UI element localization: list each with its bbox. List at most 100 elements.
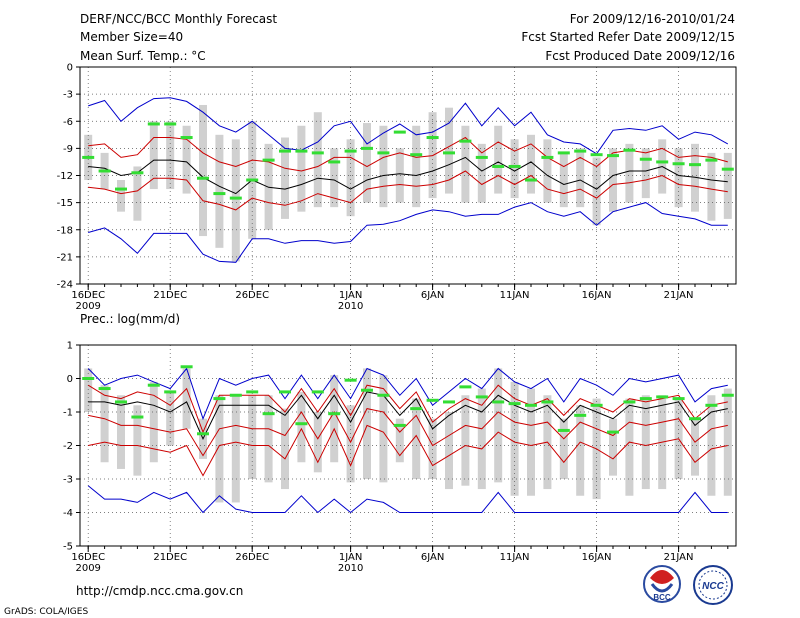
median-mark — [311, 390, 324, 394]
median-mark — [410, 407, 423, 411]
y-tick-label: -21 — [57, 252, 73, 263]
median-mark — [246, 178, 259, 182]
spread-bar — [691, 418, 699, 476]
median-mark — [82, 155, 95, 159]
spread-bar — [182, 125, 191, 194]
y-tick-label: -24 — [57, 280, 73, 291]
spread-bar — [707, 152, 716, 221]
median-mark — [115, 400, 127, 404]
median-mark — [492, 400, 505, 404]
median-mark — [541, 400, 554, 404]
spread-bar — [395, 418, 404, 463]
spread-bar — [215, 134, 224, 248]
x-tick-label: 21DEC — [153, 552, 187, 563]
y-tick-label: -18 — [57, 225, 73, 236]
median-mark — [328, 160, 341, 164]
median-mark — [656, 160, 669, 164]
spread-bar — [477, 143, 486, 203]
median-mark — [98, 169, 111, 173]
spread-bar — [641, 395, 650, 490]
spread-bar — [133, 166, 142, 221]
median-mark — [492, 164, 505, 168]
x-tick-label: 6JAN — [421, 290, 444, 301]
spread-bar — [510, 139, 519, 199]
spread-bar — [182, 368, 191, 429]
x-tick-label: 21JAN — [664, 552, 694, 563]
y-tick-label: -5 — [63, 542, 73, 553]
x-tick-label: 26DEC — [235, 552, 269, 563]
median-mark — [672, 397, 685, 401]
median-mark — [705, 158, 718, 162]
median-mark — [459, 139, 472, 143]
spread-bar — [313, 112, 322, 208]
upper-spread-line — [88, 136, 728, 172]
median-mark — [689, 417, 701, 421]
bcc-logo-icon: BCC — [643, 565, 681, 603]
median-mark — [262, 412, 275, 416]
median-mark — [246, 390, 259, 394]
median-mark — [98, 387, 111, 391]
spread-bar — [609, 418, 617, 476]
spread-bar — [117, 180, 125, 212]
title-line-2: Member Size=40 — [80, 30, 183, 44]
median-mark — [443, 400, 455, 404]
min-line — [88, 202, 728, 263]
spread-bar — [527, 388, 535, 496]
median-mark — [164, 390, 177, 394]
median-mark — [295, 149, 308, 153]
lower-percentile-line — [88, 424, 728, 477]
spread-bar — [363, 368, 371, 479]
spread-bar — [559, 418, 568, 479]
spread-bar — [674, 148, 683, 208]
median-mark — [115, 187, 127, 191]
spread-bar — [281, 137, 289, 219]
fcst-produced-date: Fcst Produced Date 2009/12/16 — [545, 49, 735, 63]
median-mark — [525, 403, 537, 407]
ncc-logo-icon: NCC — [693, 565, 733, 605]
median-mark — [197, 432, 209, 436]
spread-bar — [330, 375, 339, 463]
spread-bar — [117, 395, 125, 469]
y-tick-label: -9 — [63, 144, 73, 155]
footer-url[interactable]: http://cmdp.ncc.cma.gov.cn — [76, 584, 243, 598]
median-mark — [311, 151, 324, 155]
median-mark — [361, 388, 373, 392]
median-mark — [689, 163, 701, 167]
median-mark — [557, 151, 570, 155]
spread-bar — [281, 408, 289, 490]
spread-bar — [346, 139, 355, 217]
median-mark — [721, 393, 734, 397]
spread-bar — [543, 139, 552, 203]
spread-bar — [527, 134, 535, 194]
y-tick-label: -4 — [63, 508, 73, 519]
median-mark — [557, 428, 570, 432]
bcc-logo-text: BCC — [653, 593, 671, 602]
median-mark — [164, 122, 177, 126]
median-mark — [393, 130, 406, 134]
y-tick-label: 0 — [67, 63, 73, 74]
median-mark — [361, 146, 373, 150]
spread-bar — [412, 125, 421, 208]
spread-bar — [297, 125, 306, 212]
spread-bar — [625, 398, 634, 496]
spread-bar — [330, 148, 339, 208]
spread-bar — [445, 412, 453, 490]
y-tick-label: -3 — [63, 90, 73, 101]
title-line-1: DERF/NCC/BCC Monthly Forecast — [80, 12, 277, 26]
spread-bar — [445, 107, 453, 194]
spread-bar — [313, 412, 322, 473]
spread-bar — [166, 391, 175, 446]
grads-credit: GrADS: COLA/IGES — [4, 607, 88, 617]
x-year-label: 2010 — [338, 301, 363, 312]
median-mark — [607, 430, 619, 434]
median-mark — [426, 136, 439, 140]
y-tick-label: -12 — [57, 171, 73, 182]
x-tick-label: 16DEC — [71, 290, 105, 301]
spread-bar — [428, 418, 437, 479]
y-tick-label: -2 — [63, 441, 73, 452]
median-mark — [131, 171, 144, 175]
median-mark — [377, 151, 390, 155]
median-mark — [213, 397, 226, 401]
spread-bar — [133, 405, 142, 476]
